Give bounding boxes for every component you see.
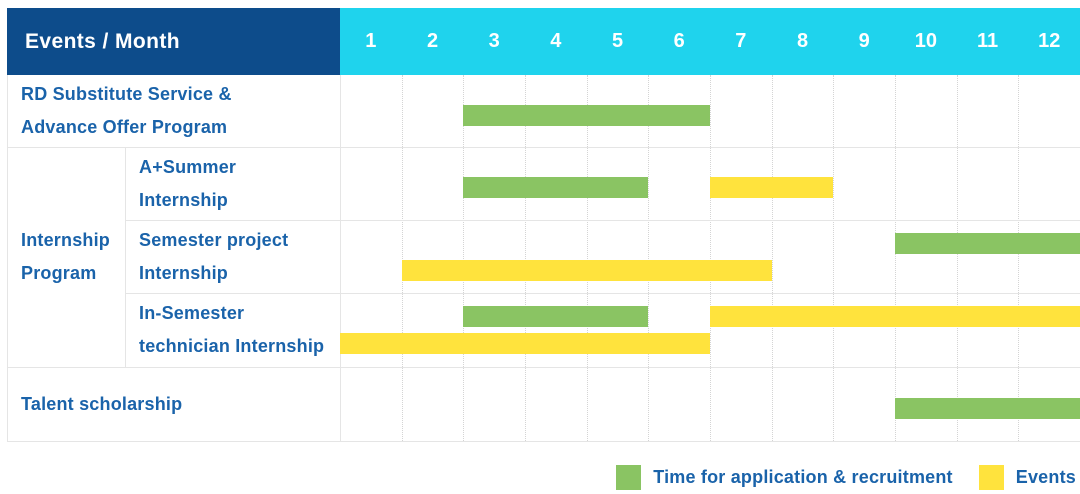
legend-label-application: Time for application & recruitment bbox=[653, 466, 953, 487]
events-month-header-cell: Events / Month bbox=[7, 8, 340, 75]
row-label: RD Substitute Service & Advance Offer Pro… bbox=[21, 75, 334, 147]
row-label: Semester project Internship bbox=[139, 220, 334, 293]
month-label-8: 8 bbox=[796, 30, 809, 52]
gantt-bar-event bbox=[401, 260, 772, 281]
month-label-5: 5 bbox=[611, 30, 624, 52]
row-label-line: Internship bbox=[139, 262, 229, 283]
month-gridline bbox=[1018, 75, 1020, 441]
row-divider-line bbox=[125, 293, 1080, 294]
gantt-bar-application bbox=[895, 233, 1080, 254]
row-label-line: Semester project bbox=[139, 229, 289, 250]
column-divider-line bbox=[340, 75, 341, 441]
legend-swatch-event bbox=[978, 464, 1004, 490]
row-label-line: Advance Offer Program bbox=[21, 117, 228, 137]
month-label-9: 9 bbox=[858, 30, 870, 52]
row-label-line: technician Internship bbox=[139, 336, 325, 356]
month-label-10: 10 bbox=[914, 30, 937, 52]
row-divider-line bbox=[7, 441, 1080, 442]
row-divider-line bbox=[7, 367, 1080, 368]
month-gridline bbox=[833, 75, 835, 441]
group-label-line: Program bbox=[21, 263, 97, 283]
row-label-line: RD Substitute Service & bbox=[21, 84, 232, 104]
month-gridline bbox=[771, 75, 773, 441]
month-gridline bbox=[895, 75, 896, 441]
group-label-internship-program: Internship Program bbox=[21, 147, 123, 367]
row-label-line: A+Summer bbox=[139, 156, 237, 177]
month-gridline bbox=[401, 75, 403, 441]
month-label-11: 11 bbox=[976, 30, 999, 52]
row-label-line: In-Semester bbox=[139, 303, 245, 323]
gantt-bar-application bbox=[895, 397, 1080, 419]
month-gridline bbox=[956, 75, 958, 441]
row-divider-line bbox=[7, 147, 1080, 148]
month-label-12: 12 bbox=[1038, 30, 1061, 52]
row-label: In-Semester technician Internship bbox=[139, 293, 334, 367]
legend-item-application: Time for application & recruitment bbox=[616, 464, 953, 490]
legend-swatch-application bbox=[616, 464, 642, 490]
month-gridline bbox=[525, 75, 526, 441]
gantt-bar-event bbox=[340, 333, 710, 354]
gantt-bar-event bbox=[710, 177, 834, 198]
events-month-header-label: Events / Month bbox=[25, 29, 180, 53]
month-label-4: 4 bbox=[550, 30, 562, 52]
month-label-7: 7 bbox=[735, 30, 747, 52]
legend-label-event: Events bbox=[1015, 466, 1076, 487]
row-divider-line bbox=[125, 220, 1080, 221]
group-label-line: Internship bbox=[21, 230, 111, 250]
legend: Time for application & recruitment Events bbox=[616, 464, 1076, 490]
row-label: A+Summer Internship bbox=[139, 147, 334, 220]
row-label-line: Internship bbox=[139, 189, 229, 210]
month-gridline bbox=[710, 75, 711, 441]
month-gridline bbox=[648, 75, 650, 441]
month-label-1: 1 bbox=[365, 30, 377, 52]
month-label-6: 6 bbox=[673, 30, 685, 52]
gantt-bar-event bbox=[710, 306, 1080, 327]
legend-item-event: Events bbox=[978, 464, 1076, 490]
column-divider-line bbox=[7, 75, 8, 441]
month-gridline bbox=[586, 75, 588, 441]
gantt-bar-application bbox=[463, 104, 710, 126]
gantt-bar-application bbox=[463, 177, 649, 198]
month-label-2: 2 bbox=[426, 30, 439, 52]
month-header-row: 1 2 3 4 5 6 7 8 9 10 11 12 bbox=[340, 8, 1080, 75]
column-divider-line bbox=[125, 147, 126, 367]
month-label-3: 3 bbox=[488, 30, 500, 52]
gantt-bar-application bbox=[463, 306, 649, 327]
month-gridline bbox=[463, 75, 465, 441]
row-label: Talent scholarship bbox=[21, 367, 334, 441]
row-label-line: Talent scholarship bbox=[21, 393, 183, 414]
